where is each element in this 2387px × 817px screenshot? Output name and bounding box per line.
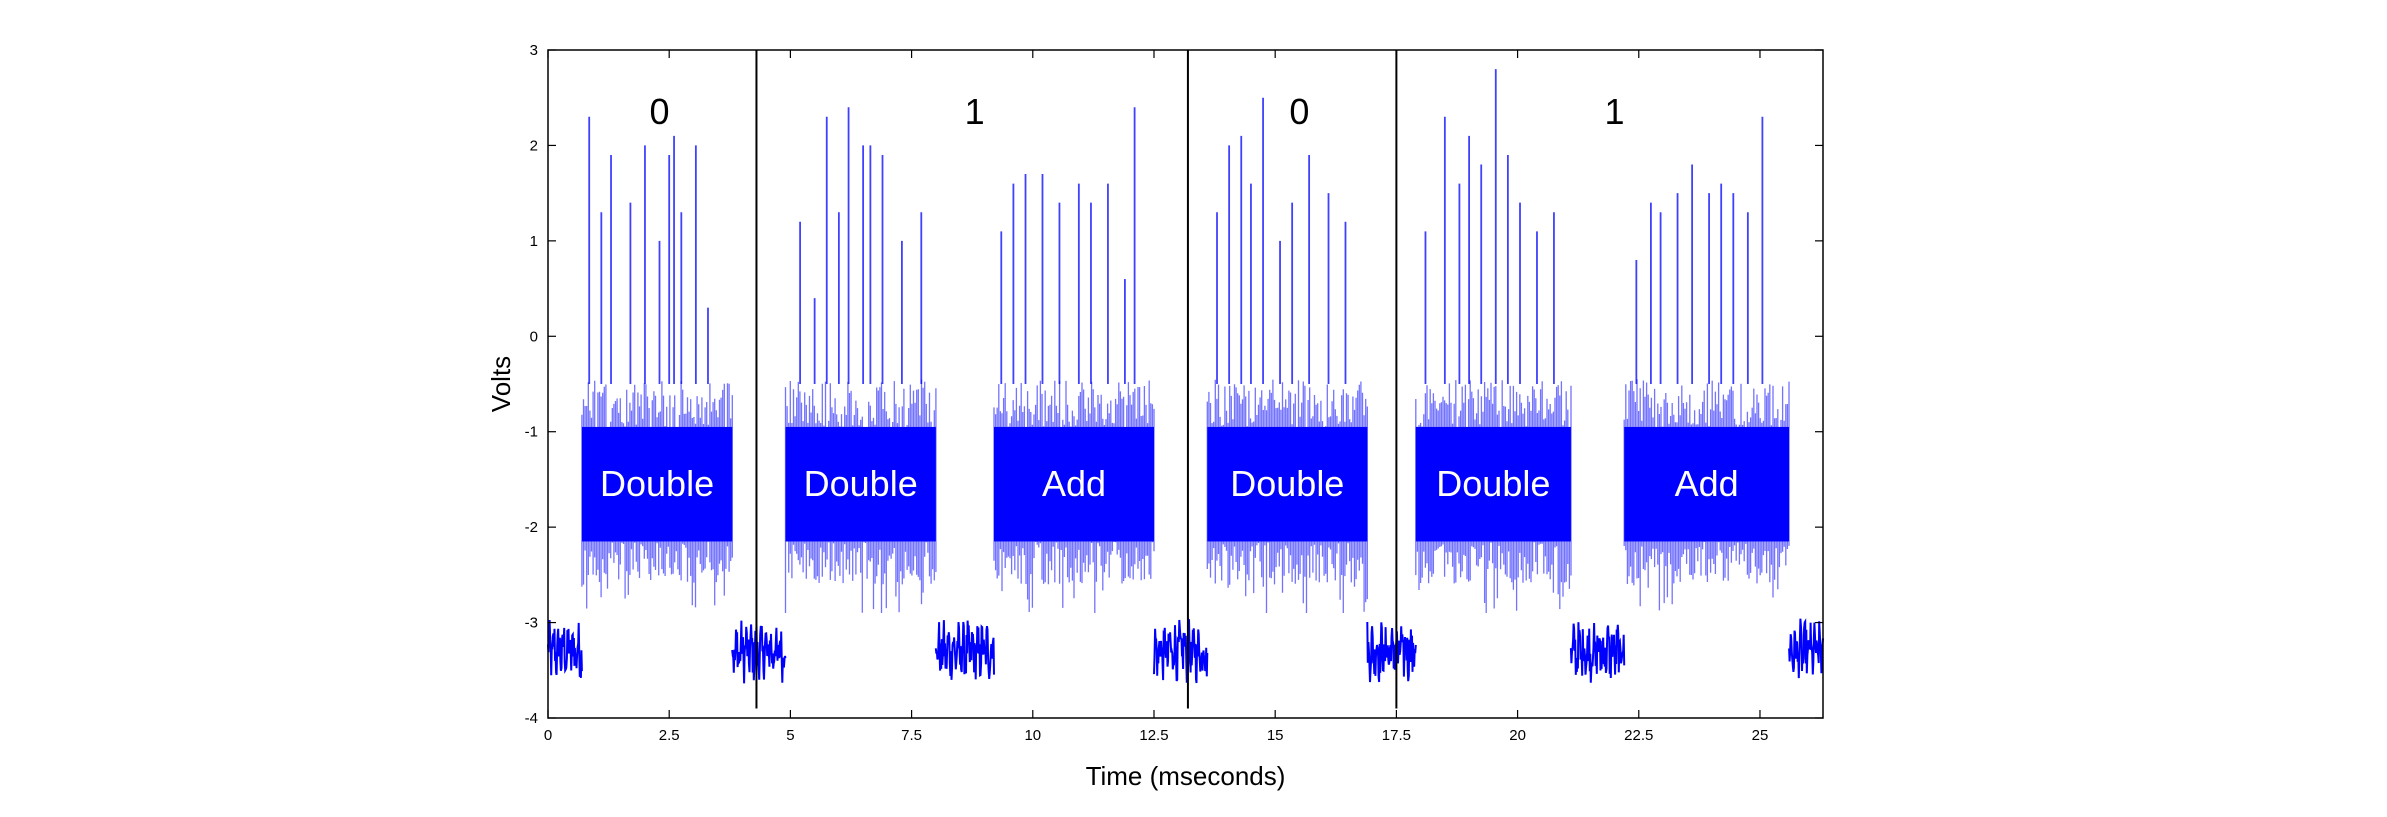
- x-tick-label: 0: [544, 727, 552, 744]
- burst-noise: [993, 380, 1155, 613]
- x-tick-label: 22.5: [1624, 727, 1653, 744]
- burst-segment: [1415, 69, 1572, 613]
- bit-label: 0: [1289, 91, 1309, 132]
- operation-label: Add: [1042, 463, 1106, 504]
- baseline-trace: [934, 620, 995, 680]
- burst-noise: [1623, 379, 1790, 611]
- y-axis-ticks: -4 -3 -2 -1 0 1 2 3: [525, 42, 1823, 727]
- baseline-trace: [1569, 622, 1626, 683]
- x-tick-label: 2.5: [659, 727, 680, 744]
- y-tick-label: -1: [525, 424, 538, 441]
- y-tick-label: 0: [530, 328, 538, 345]
- bit-label: 0: [649, 91, 669, 132]
- x-axis-title: Time (mseconds): [1086, 761, 1286, 791]
- bit-divider-layer: [755, 50, 1398, 709]
- burst-segment: [1623, 116, 1790, 611]
- burst-segment: [1206, 97, 1368, 613]
- operation-label: Double: [600, 463, 714, 504]
- x-tick-label: 12.5: [1139, 727, 1168, 744]
- x-tick-label: 7.5: [901, 727, 922, 744]
- signal-trace-layer: [547, 69, 1824, 684]
- x-tick-label: 17.5: [1382, 727, 1411, 744]
- operation-label: Double: [1230, 463, 1344, 504]
- plot-frame: [547, 49, 1824, 719]
- burst-noise: [784, 379, 937, 613]
- burst-noise: [1415, 380, 1572, 613]
- burst-segment: [784, 107, 937, 613]
- y-tick-label: 1: [530, 233, 538, 250]
- baseline-trace: [1788, 618, 1824, 679]
- y-tick-label: -2: [525, 519, 538, 536]
- baseline-trace: [547, 619, 583, 679]
- burst-noise: [1206, 379, 1368, 613]
- x-tick-label: 5: [786, 727, 794, 744]
- x-tick-label: 15: [1267, 727, 1284, 744]
- bit-label: 1: [965, 91, 985, 132]
- x-tick-label: 20: [1509, 727, 1526, 744]
- y-axis-title: Volts: [486, 356, 516, 412]
- burst-segment: [581, 116, 733, 609]
- y-tick-label: 3: [530, 42, 538, 59]
- y-tick-label: -4: [525, 710, 538, 727]
- y-tick-label: -3: [525, 615, 538, 632]
- bit-label: 1: [1605, 91, 1625, 132]
- burst-segment: [993, 107, 1155, 613]
- x-axis-ticks: 0 2.5 5 7.5 10 12.5 15 17.5 20 22.5 25: [544, 50, 1768, 744]
- baseline-trace: [731, 620, 787, 684]
- y-tick-label: 2: [530, 137, 538, 154]
- x-tick-label: 10: [1024, 727, 1041, 744]
- annotation-layer: Double Double Add Double Double Add 0 1 0 1: [600, 91, 1739, 504]
- baseline-trace: [1153, 619, 1209, 684]
- burst-noise: [581, 380, 733, 609]
- baseline-trace: [1366, 621, 1417, 683]
- operation-label: Double: [804, 463, 918, 504]
- x-tick-label: 25: [1752, 727, 1769, 744]
- operation-label: Double: [1436, 463, 1550, 504]
- operation-label: Add: [1675, 463, 1739, 504]
